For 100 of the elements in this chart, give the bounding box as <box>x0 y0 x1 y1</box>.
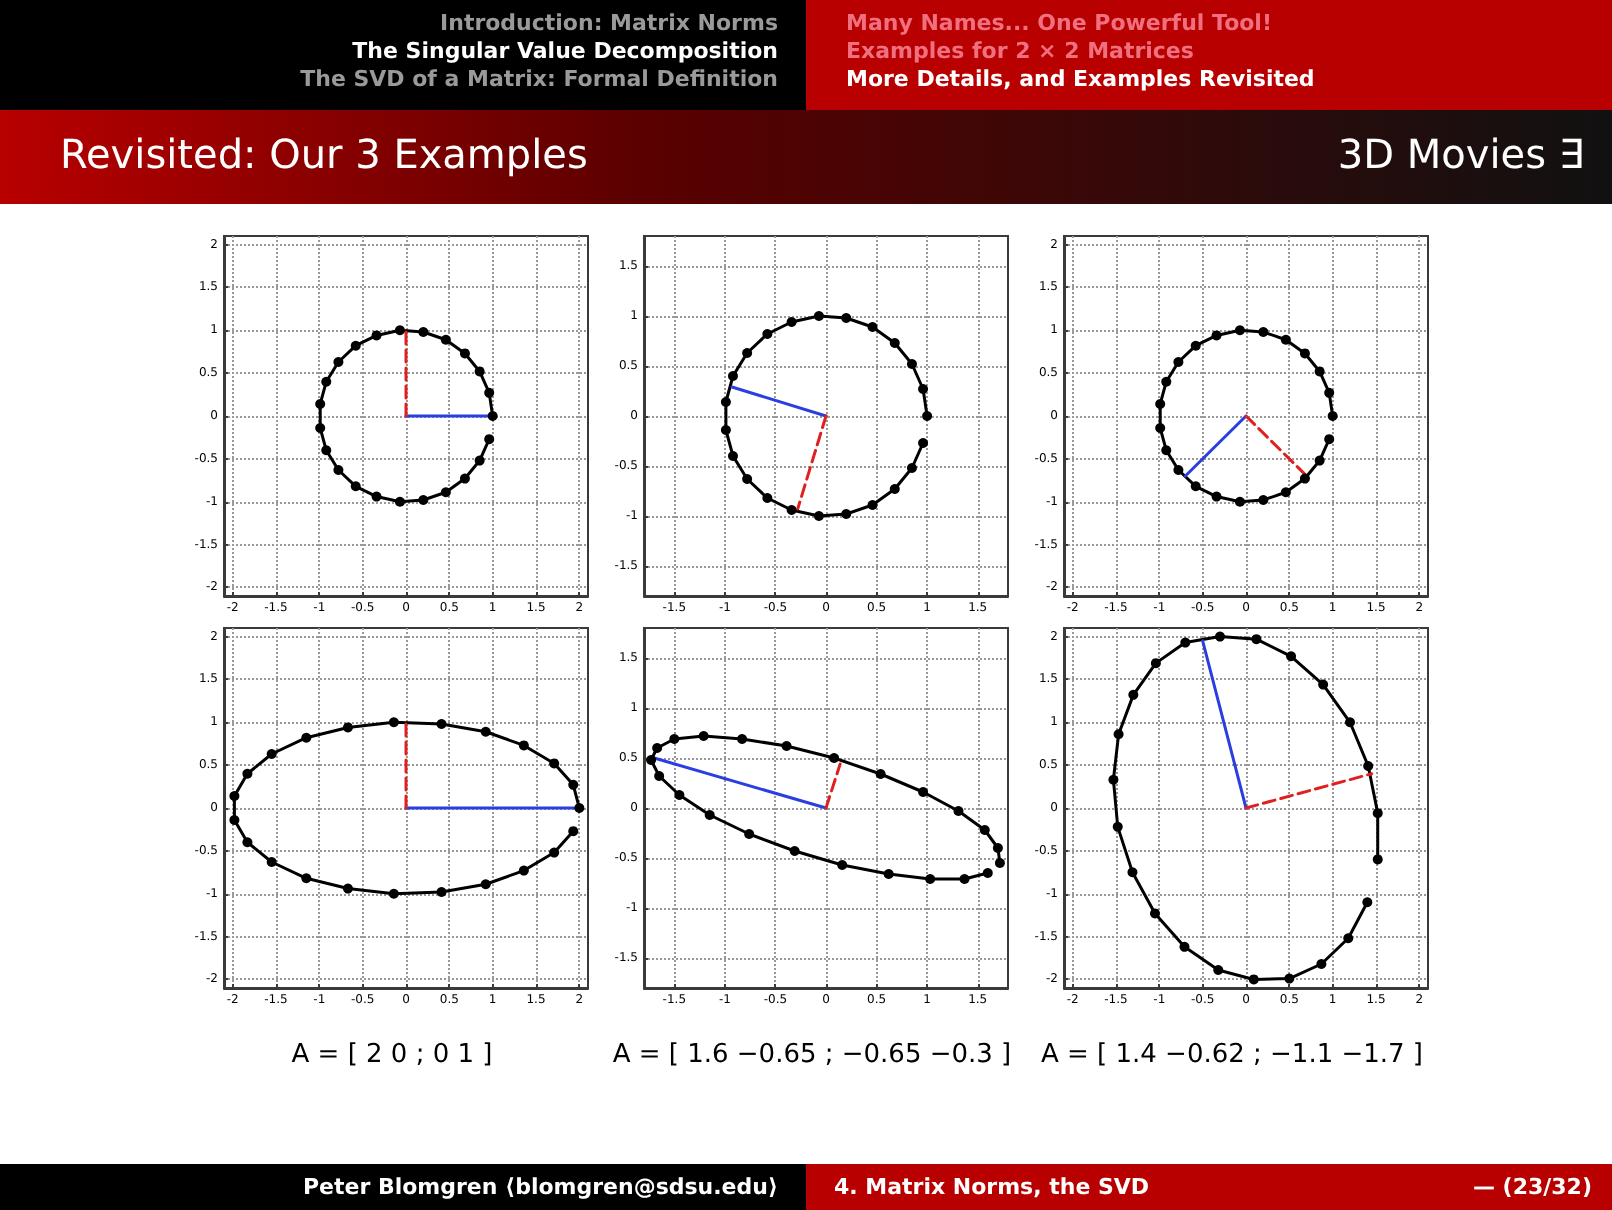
point <box>646 755 657 765</box>
point <box>1179 941 1190 952</box>
point <box>1345 717 1355 728</box>
point <box>484 434 495 445</box>
point <box>918 384 929 394</box>
point <box>654 771 665 781</box>
point <box>727 371 738 381</box>
point <box>1127 867 1138 878</box>
point <box>333 357 344 367</box>
point <box>459 348 470 359</box>
point <box>474 366 485 377</box>
point <box>1150 908 1160 919</box>
point <box>394 496 405 507</box>
point <box>568 779 579 790</box>
point <box>1215 631 1225 642</box>
point <box>1324 387 1335 398</box>
line-series <box>315 325 498 507</box>
point <box>440 487 451 498</box>
text: A = [ 1.6 −0.65 ; −0.65 −0.3 ] <box>610 1040 1014 1070</box>
point <box>1150 658 1161 669</box>
point <box>1327 411 1338 421</box>
point <box>1213 965 1224 975</box>
point <box>918 787 929 797</box>
point <box>1318 679 1329 690</box>
point <box>737 734 748 744</box>
point <box>1362 897 1373 908</box>
point <box>1280 487 1291 498</box>
point <box>959 874 970 884</box>
line-series <box>229 717 585 899</box>
point <box>906 359 917 369</box>
point <box>1112 821 1123 832</box>
point <box>301 873 312 884</box>
point <box>1155 399 1166 409</box>
point <box>762 329 773 339</box>
point <box>568 826 579 837</box>
point <box>789 846 800 856</box>
point <box>394 325 405 336</box>
point <box>474 455 485 466</box>
point <box>1280 334 1291 345</box>
point <box>953 806 964 816</box>
point <box>889 338 900 348</box>
point <box>266 857 277 867</box>
point <box>1314 455 1325 466</box>
point <box>1248 974 1259 985</box>
text: The SVD of a Matrix: Formal Definition <box>298 66 778 94</box>
point <box>906 463 917 473</box>
text: Peter Blomgren ⟨blomgren@sdsu.edu⟩ <box>0 1164 806 1210</box>
text: Examples for 2 × 2 Matrices <box>846 38 1196 66</box>
point <box>333 465 344 475</box>
point <box>1251 634 1262 645</box>
point <box>1234 496 1245 507</box>
point <box>321 445 332 456</box>
point <box>574 803 585 813</box>
point <box>744 829 755 839</box>
point <box>315 399 326 409</box>
point <box>837 860 848 870</box>
point <box>1161 445 1172 456</box>
point <box>1258 495 1269 505</box>
point <box>1314 366 1325 377</box>
point <box>1173 357 1184 367</box>
point <box>841 509 852 519</box>
point <box>982 868 993 878</box>
point <box>242 768 253 779</box>
point <box>371 330 382 341</box>
point <box>781 741 792 751</box>
point <box>786 317 797 327</box>
point <box>720 397 731 407</box>
point <box>720 425 731 435</box>
point <box>242 837 253 848</box>
point <box>918 438 929 448</box>
text: 4. Matrix Norms, the SVD <box>834 1172 1150 1204</box>
text: More Details, and Examples Revisited <box>846 66 1317 94</box>
text: The Singular Value Decomposition <box>350 38 778 66</box>
point <box>1173 465 1184 475</box>
point <box>1234 325 1245 336</box>
point <box>480 879 491 890</box>
point <box>786 505 797 515</box>
point <box>1155 423 1166 433</box>
point <box>1258 327 1269 337</box>
point <box>487 411 498 421</box>
point <box>1343 933 1354 944</box>
point <box>883 869 894 879</box>
point <box>459 473 470 484</box>
text: — (23/32) <box>1472 1172 1592 1204</box>
point <box>1299 348 1310 359</box>
point <box>1113 729 1124 740</box>
line-series <box>720 311 933 521</box>
point <box>674 790 685 800</box>
text: Introduction: Matrix Norms <box>438 10 778 38</box>
point <box>484 387 495 398</box>
point <box>440 334 451 345</box>
point <box>922 411 933 421</box>
point <box>1211 491 1222 502</box>
point <box>867 322 878 332</box>
text: Revisited: Our 3 Examples <box>60 130 588 178</box>
point <box>480 726 491 737</box>
text: Many Names... One Powerful Tool! <box>846 10 1274 38</box>
point <box>841 313 852 323</box>
point <box>388 717 399 728</box>
point <box>994 858 1005 868</box>
